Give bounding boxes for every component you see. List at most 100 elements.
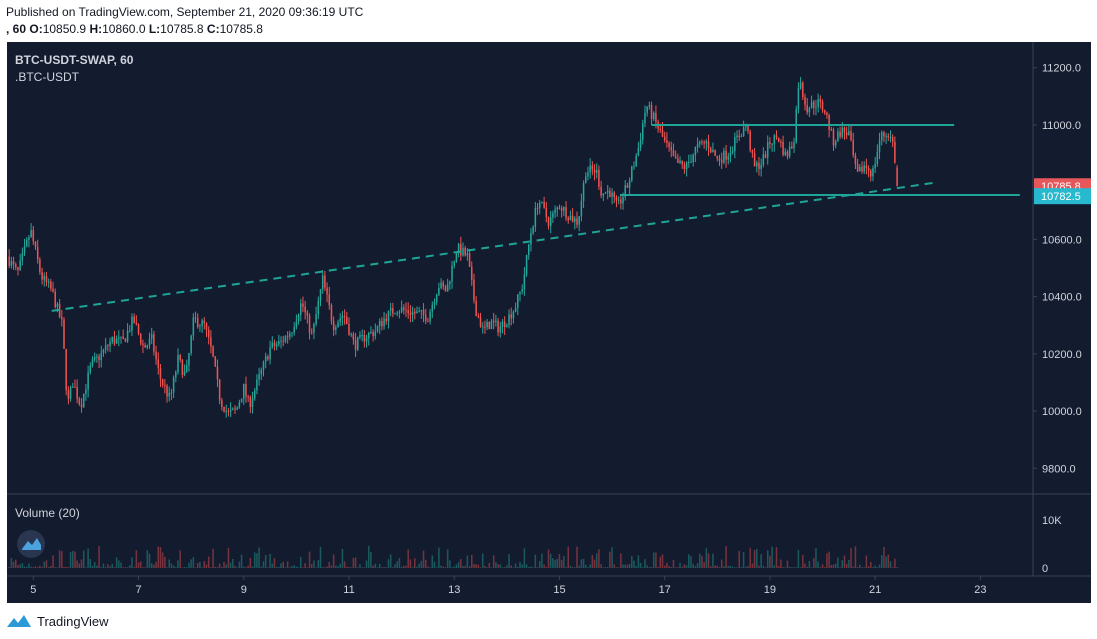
candle-body	[135, 323, 138, 325]
candle-body	[122, 336, 124, 339]
candle-body	[260, 369, 263, 375]
candle-body	[409, 312, 412, 315]
candles	[8, 76, 898, 418]
candle-body	[585, 176, 587, 184]
volume-bar	[146, 550, 149, 568]
price-tick-label: 9800.0	[1042, 463, 1076, 475]
volume-bar	[784, 567, 787, 568]
candle-body	[837, 131, 839, 142]
trend-line[interactable]	[51, 181, 939, 312]
volume-bar	[400, 566, 403, 568]
candle-body	[304, 306, 306, 313]
volume-bar	[451, 567, 453, 568]
volume-bar	[183, 567, 186, 568]
candle-body	[571, 215, 574, 222]
time-tick-label: 17	[659, 584, 671, 596]
volume-bar	[830, 564, 833, 568]
volume-bar	[455, 564, 458, 568]
tradingview-badge-icon[interactable]	[17, 530, 45, 558]
volume-bar	[674, 567, 677, 568]
volume-bar	[34, 566, 37, 568]
candle-body	[756, 162, 758, 167]
candle-body	[216, 366, 219, 380]
candle-body	[793, 142, 795, 149]
candle-body	[819, 99, 822, 102]
candle-body	[771, 143, 773, 145]
volume-bar	[538, 561, 541, 568]
volume-bar	[766, 550, 769, 568]
candle-body	[747, 126, 749, 132]
candle-body	[880, 132, 883, 141]
volume-bar	[692, 563, 694, 568]
volume-bar	[63, 566, 65, 568]
candle-body	[251, 398, 254, 408]
candle-body	[227, 411, 230, 413]
candle-body	[883, 132, 885, 137]
volume-bar	[558, 553, 561, 568]
volume-bar	[284, 567, 287, 568]
candle-body	[578, 216, 580, 225]
volume-bar	[249, 558, 252, 568]
candle-body	[716, 155, 719, 159]
candle-body	[681, 160, 683, 165]
candle-body	[78, 398, 81, 405]
candle-body	[363, 334, 366, 342]
volume-bar	[810, 567, 813, 568]
candle-body	[126, 330, 129, 342]
volume-bar	[604, 567, 607, 568]
tradingview-logo-icon[interactable]	[6, 613, 32, 629]
candle-body	[556, 207, 559, 210]
candle-body	[705, 141, 708, 144]
volume-bar	[492, 555, 495, 568]
volume-bar	[569, 565, 572, 568]
candle-body	[273, 342, 276, 347]
volume-tick-label: 0	[1042, 563, 1048, 575]
candle-body	[210, 337, 212, 347]
time-tick-label: 11	[343, 584, 354, 596]
candle-body	[442, 282, 445, 287]
candle-body	[600, 186, 602, 196]
drawn-lines	[51, 123, 1020, 312]
volume-bar	[411, 567, 414, 568]
volume-bar	[571, 566, 574, 568]
candle-body	[723, 150, 725, 163]
candle-body	[137, 324, 140, 334]
candle-body	[74, 386, 76, 388]
candle-body	[153, 334, 155, 352]
volume-bar	[21, 563, 24, 568]
candle-body	[269, 347, 271, 360]
volume-bar	[756, 548, 758, 568]
candle-body	[67, 390, 70, 399]
volume-bar	[350, 567, 352, 568]
volume-bar	[872, 567, 874, 568]
volume-bar	[133, 567, 135, 568]
volume-bar	[201, 567, 203, 568]
candle-body	[306, 312, 309, 316]
candle-body	[12, 261, 15, 265]
volume-bar	[648, 567, 651, 568]
candle-body	[278, 341, 280, 345]
candle-body	[286, 336, 289, 338]
time-axis[interactable]: 5 7 9 11 13 15 17 19 21 23	[30, 576, 987, 596]
volume-bar	[659, 556, 662, 568]
volume-bar	[339, 563, 341, 568]
volume-bar	[91, 565, 94, 568]
volume-bar	[547, 549, 550, 568]
volume-bar	[361, 567, 363, 568]
candle-body	[280, 340, 282, 342]
volume-bar	[348, 566, 350, 568]
volume-bar	[150, 563, 153, 568]
candle-body	[613, 192, 616, 198]
volume-bar	[89, 558, 92, 568]
candle-body	[655, 112, 657, 122]
candle-body	[245, 383, 247, 397]
candle-body	[791, 146, 793, 149]
volume-bar	[221, 567, 223, 568]
volume-bar	[582, 558, 585, 568]
candle-body	[275, 344, 278, 347]
price-axis[interactable]: 9800.010000.010200.010400.010600.010800.…	[1033, 63, 1091, 476]
candle-body	[315, 314, 317, 324]
candle-body	[861, 166, 863, 172]
volume-bar	[677, 567, 679, 568]
